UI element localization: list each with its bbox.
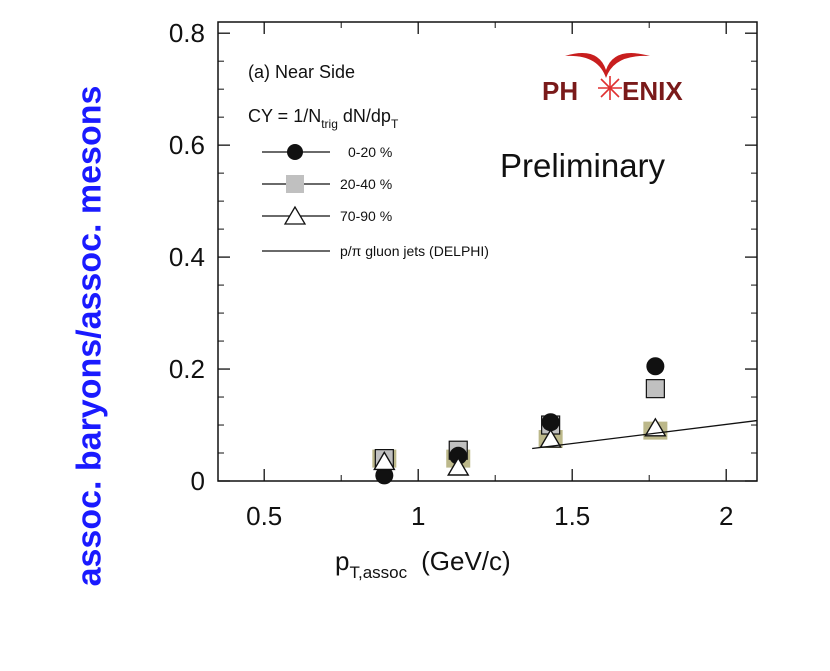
phenix-logo: PH ENIX (542, 53, 683, 106)
legend-label: 70-90 % (340, 208, 392, 224)
legend-marker-70-90 (283, 205, 307, 225)
plot-border (217, 21, 758, 482)
y-tick-label: 0 (191, 466, 205, 496)
x-tick-label: 1.5 (554, 501, 590, 531)
y-tick-label: 0.2 (169, 354, 205, 384)
point-70-90 (373, 451, 396, 471)
legend: 0-20 % 20-40 % 70-90 % p/π gluon jets (DELP… (262, 144, 489, 259)
x-tick-label: 0.5 (246, 501, 282, 531)
point-70-90 (539, 428, 562, 448)
legend-marker-20-40 (286, 175, 304, 193)
legend-label: 0-20 % (348, 144, 392, 160)
logo-text-left: PH (542, 76, 578, 106)
logo-text-right: ENIX (622, 76, 683, 106)
legend-marker-0-20 (287, 144, 303, 160)
legend-label: 20-40 % (340, 176, 392, 192)
y-tick-label: 0.6 (169, 130, 205, 160)
cy-formula: CY = 1/Ntrig dN/dpT (248, 106, 399, 131)
y-tick-label: 0.8 (169, 18, 205, 48)
preliminary-label: Preliminary (500, 147, 666, 184)
x-tick-label: 1 (411, 501, 425, 531)
point-20-40 (645, 379, 665, 399)
plot-frame (217, 21, 758, 482)
logo-wings-icon (565, 53, 650, 78)
logo-star-icon (598, 76, 622, 100)
x-axis-label: pT,assoc (GeV/c) (335, 546, 511, 582)
point-0-20 (449, 446, 468, 465)
point-70-90 (644, 417, 667, 437)
delphi-line (532, 419, 758, 450)
point-0-20 (541, 413, 560, 432)
point-70-90 (447, 456, 470, 476)
axis-ticks (218, 22, 757, 482)
point-0-20 (375, 466, 394, 485)
x-tick-label: 2 (719, 501, 733, 531)
tick-labels: 0 0.2 0.4 0.6 0.8 0.5 1 1.5 2 (169, 18, 734, 531)
data-marks (372, 357, 758, 485)
panel-label: (a) Near Side (248, 62, 355, 82)
legend-label: p/π gluon jets (DELPHI) (340, 243, 489, 259)
point-0-20 (646, 357, 665, 376)
y-tick-label: 0.4 (169, 242, 205, 272)
